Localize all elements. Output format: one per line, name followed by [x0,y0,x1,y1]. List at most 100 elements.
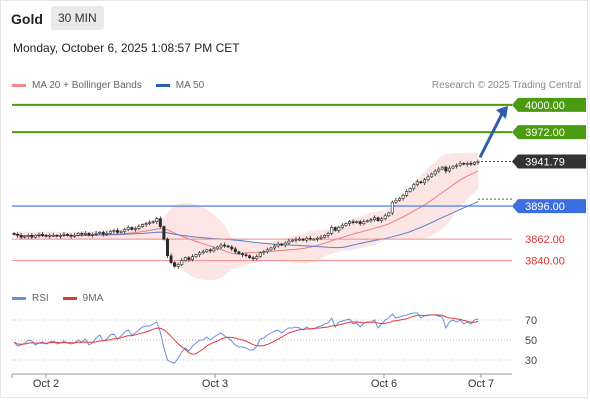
candle-body [265,249,269,253]
candle [365,219,369,223]
candle-body [76,233,80,236]
candle-body [344,223,348,226]
candle-body [319,236,323,239]
candle-body [105,233,109,235]
instrument-title: Gold [11,11,43,27]
candle-body [83,233,87,235]
candle-body [33,234,37,238]
candle-body [87,233,91,236]
candle [380,216,384,224]
candle-body [301,238,305,241]
candle-body [383,215,387,220]
candle [472,161,476,166]
candle [190,254,194,262]
candle-body [280,243,284,246]
candle-body [465,162,469,165]
candle [358,219,362,226]
candle [187,255,191,262]
candle [16,232,20,238]
candle [116,228,120,235]
candle [462,162,466,166]
candle-body [401,195,405,199]
candle-body [233,248,237,253]
candle-body [155,218,159,222]
candle [369,217,373,224]
candle-body [476,161,480,163]
candle-body [12,233,16,235]
candle [255,254,259,261]
candle [290,238,294,243]
candle-body [190,256,194,260]
candle-body [140,224,144,227]
candle-body [69,234,73,237]
candle-body [290,239,294,242]
candle [415,179,419,187]
candle [83,231,87,237]
candle [144,221,148,227]
candle-body [19,234,23,238]
candle-body [126,227,130,230]
candle [33,234,37,239]
candle-body [472,161,476,165]
level-label-3972.00: 3972.00 [525,127,565,139]
candle-body [240,253,244,256]
candle [137,224,141,231]
candle [133,226,137,232]
candle [301,238,305,242]
candle-body [112,230,116,232]
candle-body [326,233,330,236]
candle [440,165,444,171]
candle [183,256,187,262]
forecast-arrow-shaft [478,113,504,159]
candle [326,231,330,238]
candle [412,182,416,191]
candle-body [408,188,412,192]
candle [376,216,380,222]
candle [240,252,244,258]
candle [287,238,291,245]
rsi-9ma-line [13,314,479,355]
candle [91,232,95,238]
candle [387,211,391,217]
candle-body [430,173,434,178]
candle-body [362,221,366,224]
candle-body [130,227,134,230]
candle-body [444,166,448,172]
candle-body [248,255,252,258]
candle [419,180,423,184]
candle-body [73,234,77,237]
candle [58,233,62,239]
candle-body [351,221,355,223]
candle-body [165,238,169,257]
candle [230,245,234,252]
candle [212,246,216,253]
candle-body [226,245,230,248]
candle [12,232,16,236]
candle [344,222,348,227]
candle [126,225,130,232]
candle-body [330,227,334,234]
candle-body [194,254,198,257]
candle [108,230,112,235]
candle-body [287,240,291,244]
candle-body [162,226,166,240]
candle [173,261,177,268]
level-label-4000.00: 4000.00 [525,100,565,112]
candle [372,215,376,222]
timeframe-button[interactable]: 30 MIN [51,6,104,30]
candle-body [101,232,105,235]
candle [433,169,437,177]
candle-body [116,230,120,233]
candle-body [62,234,66,236]
candle [165,237,169,259]
candle [280,242,284,247]
rsi-swatch [12,297,26,300]
level-tag-3896.00 [512,199,586,214]
candle [169,253,173,265]
candle [205,248,209,253]
legend-rsi-label: RSI [32,293,49,304]
candle [76,232,80,237]
candle [105,231,109,237]
candle-body [98,232,102,234]
